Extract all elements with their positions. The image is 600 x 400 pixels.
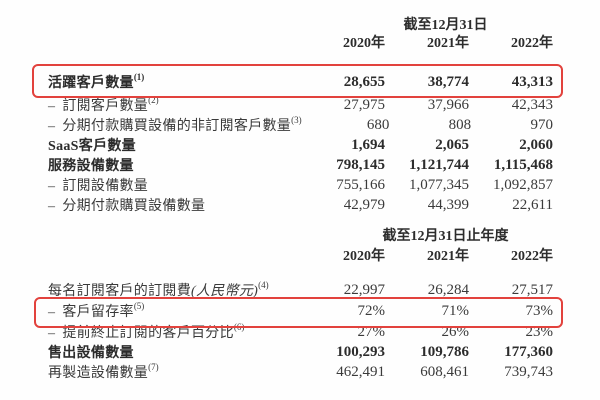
- value-2021: 37,966: [427, 96, 469, 113]
- label-text: 分期付款購買設備的非訂閱客戶數量: [62, 119, 292, 134]
- table-row-installment-nonsub-customers: – 分期付款購買設備的非訂閱客戶數量(3) 680 808 970: [48, 115, 553, 135]
- table-row-saas-customers: SaaS客戶數量 1,694 2,065 2,060: [48, 135, 553, 155]
- value-2020: 72%: [357, 302, 386, 319]
- value-2020: 27,975: [343, 96, 385, 113]
- row-label: 每名訂閱客戶的訂閱費(人民幣元)(4): [48, 280, 295, 300]
- year-header-2022: 2022年: [511, 249, 553, 264]
- row-label: 服務設備數量: [48, 155, 295, 175]
- value-2022: 970: [530, 116, 554, 133]
- row-label: – 提前終止訂閱的客戶百分比(6): [48, 322, 295, 342]
- value-2021: 808: [448, 116, 472, 133]
- table-row-devices-in-service: 服務設備數量 798,145 1,121,744 1,115,468: [48, 155, 553, 175]
- label-text: 分期付款購買設備數量: [62, 199, 206, 214]
- section2-year-header-row: 2020年 2021年 2022年: [48, 245, 553, 265]
- row-label: – 訂閱客戶數量(2): [48, 95, 295, 115]
- dash-prefix: –: [48, 199, 56, 214]
- table-row-installment-devices: – 分期付款購買設備數量 42,979 44,399 22,611: [48, 195, 553, 215]
- value-2022: 23%: [525, 323, 554, 340]
- table-row-devices-sold: 售出設備數量 100,293 109,786 177,360: [48, 342, 553, 362]
- label-text: 服務設備數量: [48, 159, 134, 174]
- value-2022: 1,115,468: [493, 156, 553, 173]
- value-2020: 28,655: [343, 73, 385, 90]
- value-2020: 100,293: [336, 343, 385, 360]
- label-text: 再製造設備數量: [48, 366, 149, 381]
- footnote-ref: (4): [258, 280, 269, 291]
- value-2022: 27,517: [511, 281, 553, 298]
- dash-prefix: –: [48, 326, 56, 341]
- footnote-ref: (2): [148, 95, 159, 106]
- row-label: – 客戶留存率(5): [48, 301, 295, 321]
- value-2022: 177,360: [504, 343, 553, 360]
- footnote-ref: (6): [233, 322, 245, 333]
- label-currency-note: (人民幣元): [191, 284, 259, 299]
- value-2020: 22,997: [343, 281, 385, 298]
- value-2020: 755,166: [336, 176, 385, 193]
- section2-period-caption: 截至12月31日止年度: [382, 229, 509, 244]
- value-2021: 26%: [441, 323, 470, 340]
- value-2020: 798,145: [336, 156, 385, 173]
- row-label: 再製造設備數量(7): [48, 362, 295, 382]
- value-2022: 739,743: [504, 363, 553, 380]
- year-header-2020: 2020年: [343, 249, 385, 264]
- value-2022: 1,092,857: [493, 176, 553, 193]
- year-header-2021: 2021年: [427, 249, 469, 264]
- label-text: 提前終止訂閱的客戶百分比: [62, 326, 234, 341]
- value-2021: 26,284: [427, 281, 469, 298]
- footnote-ref: (1): [133, 72, 145, 83]
- footnote-ref: (7): [148, 362, 159, 373]
- value-2020: 680: [366, 116, 390, 133]
- value-2021: 71%: [441, 302, 470, 319]
- value-2021: 1,121,744: [409, 156, 469, 173]
- row-label: – 分期付款購買設備的非訂閱客戶數量(3): [48, 115, 302, 135]
- value-2022: 2,060: [519, 136, 553, 153]
- dash-prefix: –: [48, 119, 56, 134]
- table-row-active-customers: 活躍客戶數量(1) 28,655 38,774 43,313: [48, 71, 553, 93]
- value-2021: 38,774: [427, 73, 469, 90]
- value-2022: 43,313: [511, 73, 553, 90]
- value-2020: 27%: [357, 323, 386, 340]
- table-row-subscription-devices: – 訂閱設備數量 755,166 1,077,345 1,092,857: [48, 175, 553, 195]
- dash-prefix: –: [48, 179, 56, 194]
- table-row-customer-retention-rate: – 客戶留存率(5) 72% 71% 73%: [48, 301, 553, 321]
- label-text: 每名訂閱客戶的訂閱費: [48, 284, 191, 299]
- label-text: 訂閱設備數量: [62, 179, 149, 194]
- section1-period-caption: 截至12月31日: [403, 18, 488, 33]
- value-2022: 73%: [525, 302, 554, 319]
- year-header-2022: 2022年: [511, 36, 553, 51]
- row-label: 售出設備數量: [48, 342, 295, 362]
- value-2021: 608,461: [420, 363, 469, 380]
- row-label: – 分期付款購買設備數量: [48, 195, 295, 215]
- label-text: 訂閱客戶數量: [62, 99, 149, 114]
- row-label: SaaS客戶數量: [48, 135, 295, 155]
- table-row-subscription-fee-per-customer: 每名訂閱客戶的訂閱費(人民幣元)(4) 22,997 26,284 27,517: [48, 280, 553, 300]
- value-2020: 42,979: [343, 196, 385, 213]
- table-row-subscription-customers: – 訂閱客戶數量(2) 27,975 37,966 42,343: [48, 95, 553, 115]
- label-text: 活躍客戶數量: [48, 76, 134, 91]
- year-header-2020: 2020年: [343, 36, 385, 51]
- year-header-2021: 2021年: [427, 36, 469, 51]
- footnote-ref: (5): [133, 301, 145, 312]
- value-2021: 2,065: [435, 136, 469, 153]
- value-2022: 22,611: [512, 196, 553, 213]
- row-label: – 訂閱設備數量: [48, 175, 295, 195]
- label-text: 售出設備數量: [48, 346, 134, 361]
- value-2022: 42,343: [511, 96, 553, 113]
- value-2021: 44,399: [427, 196, 469, 213]
- value-2021: 109,786: [420, 343, 469, 360]
- row-label: 活躍客戶數量(1): [48, 72, 295, 92]
- value-2020: 1,694: [351, 136, 385, 153]
- label-text: SaaS客戶數量: [48, 139, 136, 154]
- dash-prefix: –: [48, 305, 56, 320]
- footnote-ref: (3): [291, 115, 302, 126]
- value-2021: 1,077,345: [409, 176, 469, 193]
- section1-year-header-row: 2020年 2021年 2022年: [48, 32, 553, 52]
- label-text: 客戶留存率: [62, 305, 134, 320]
- table-row-remanufactured-devices: 再製造設備數量(7) 462,491 608,461 739,743: [48, 362, 553, 382]
- table-row-early-termination-percentage: – 提前終止訂閱的客戶百分比(6) 27% 26% 23%: [48, 322, 553, 342]
- dash-prefix: –: [48, 99, 56, 114]
- value-2020: 462,491: [336, 363, 385, 380]
